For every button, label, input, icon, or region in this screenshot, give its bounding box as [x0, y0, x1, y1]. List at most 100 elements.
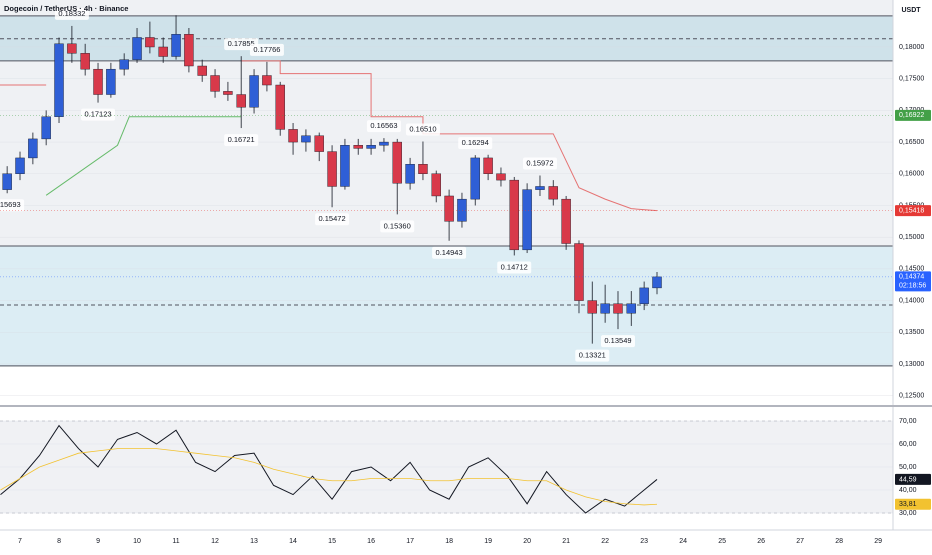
swing-label-box [54, 7, 89, 20]
y-tick-label: 0,16500 [899, 139, 924, 146]
candle-body [171, 34, 181, 57]
rsi-tick-label: 30,00 [899, 510, 917, 517]
candle-body [132, 37, 142, 60]
rsi-line [0, 448, 658, 506]
candle-body [67, 43, 77, 54]
y-tick-label: 0,13000 [899, 361, 924, 368]
candle-body [249, 75, 259, 108]
swing-label: 0.17766 [253, 45, 280, 54]
candle-body [652, 276, 662, 289]
candle-body [600, 303, 610, 314]
x-tick-label: 18 [445, 538, 453, 545]
x-tick-label: 8 [57, 538, 61, 545]
swing-label-box [575, 349, 610, 362]
price-badge-label: 0,15418 [899, 208, 924, 215]
y-tick-label: 0,17500 [899, 76, 924, 83]
candle-body [561, 198, 571, 244]
swing-label-box [315, 213, 350, 226]
candle-body [639, 287, 649, 304]
x-tick-label: 26 [757, 538, 765, 545]
candle-body [41, 116, 51, 140]
candle-body [626, 303, 636, 314]
x-tick-label: 22 [601, 538, 609, 545]
swing-label-box [366, 120, 401, 133]
swing-label-box [600, 335, 635, 348]
y-tick-label: 0,14500 [899, 266, 924, 273]
x-tick-label: 24 [679, 538, 687, 545]
y-tick-label: 0,14000 [899, 297, 924, 304]
zone [0, 246, 893, 366]
candle-body [106, 68, 116, 95]
candle-body [184, 34, 194, 67]
candle-body [275, 84, 285, 130]
price-badge [895, 205, 931, 217]
candle-body [93, 68, 103, 95]
x-tick-label: 27 [796, 538, 804, 545]
swing-label-box [224, 134, 259, 147]
rsi-badge-label: 33,81 [899, 501, 917, 508]
x-tick-label: 16 [367, 538, 375, 545]
candle-body [314, 135, 324, 152]
x-tick-label: 25 [718, 538, 726, 545]
candle-body [353, 145, 363, 149]
candle-body [210, 75, 220, 92]
rsi-tick-label: 50,00 [899, 464, 917, 471]
swing-label: 0.16294 [462, 138, 489, 147]
supertrend-line [45, 116, 242, 196]
candle-body [405, 164, 415, 184]
rsi-tick-label: 70,00 [899, 418, 917, 425]
candle-body [418, 164, 428, 174]
rsi-tick-label: 60,00 [899, 441, 917, 448]
x-tick-label: 23 [640, 538, 648, 545]
candle-body [288, 129, 298, 143]
swing-label: 0.13549 [604, 336, 631, 345]
price-badge [895, 109, 931, 121]
x-tick-label: 9 [96, 538, 100, 545]
candle-body [2, 173, 12, 190]
rsi-badge [895, 473, 931, 485]
x-tick-label: 17 [406, 538, 414, 545]
candle-body [522, 189, 532, 251]
x-tick-label: 15 [328, 538, 336, 545]
candle-body [392, 141, 402, 184]
candle-body [236, 94, 246, 108]
x-tick-label: 14 [289, 538, 297, 545]
candle-body [548, 186, 558, 200]
swing-label-box [522, 157, 557, 170]
rsi-tick-label: 40,00 [899, 487, 917, 494]
swing-label-box [0, 199, 25, 212]
swing-label: 0.18332 [58, 9, 85, 18]
candle-body [587, 300, 597, 314]
candle-body [379, 141, 389, 146]
swing-label: 0.17123 [84, 110, 111, 119]
y-tick-label: 0,16000 [899, 171, 924, 178]
x-tick-label: 21 [562, 538, 570, 545]
swing-label: 0.15972 [526, 159, 553, 168]
swing-label-box [458, 137, 493, 150]
y-tick-label: 0,18000 [899, 44, 924, 51]
x-tick-label: 19 [484, 538, 492, 545]
candle-body [431, 173, 441, 197]
swing-label-box [224, 38, 259, 51]
candle-body [223, 91, 233, 95]
swing-label-box [405, 123, 440, 136]
currency-label[interactable]: USDT [901, 7, 921, 14]
swing-label: 0.15472 [319, 214, 346, 223]
price-badge [895, 271, 931, 292]
candle-body [444, 195, 454, 222]
swing-label: 0.14943 [436, 248, 463, 257]
x-tick-label: 10 [133, 538, 141, 545]
y-tick-label: 0,13500 [899, 329, 924, 336]
candle-body [15, 157, 25, 174]
x-tick-label: 29 [874, 538, 882, 545]
candle-body [80, 53, 90, 70]
candle-body [470, 157, 480, 200]
y-tick-label: 0,12500 [899, 393, 924, 400]
candle-body [327, 151, 337, 187]
empty-area [0, 366, 893, 405]
swing-label: 0.15693 [0, 200, 21, 209]
candle-body [119, 59, 129, 70]
candle-body [145, 37, 155, 48]
candle-body [158, 46, 168, 57]
candle-body [366, 145, 376, 149]
